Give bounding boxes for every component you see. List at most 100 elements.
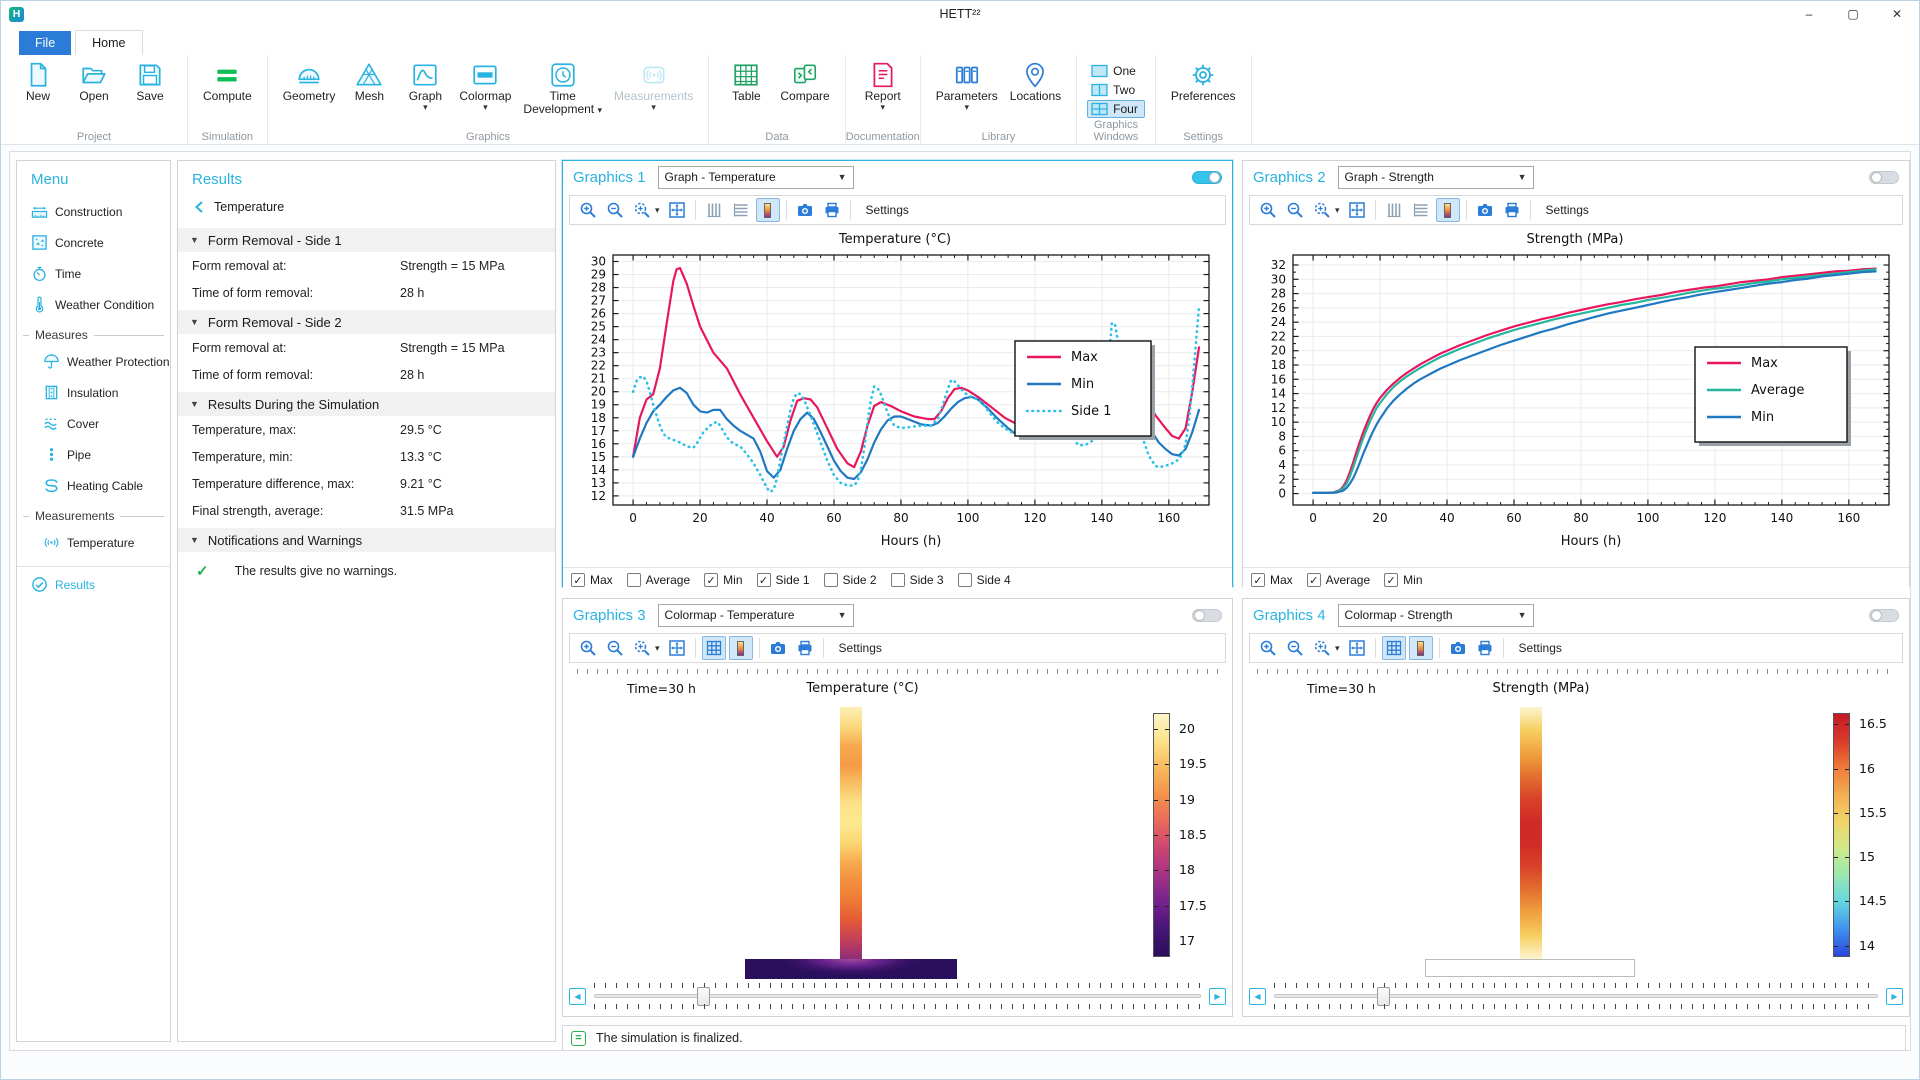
checkbox-average[interactable]: ✓ <box>1306 573 1321 587</box>
panel-toggle[interactable] <box>1869 608 1899 622</box>
sidebar-item-temperature[interactable]: Temperature <box>17 527 170 558</box>
ribbon-item-parameters[interactable]: Parameters ▾ <box>931 60 1003 112</box>
settings-button[interactable]: Settings <box>830 641 886 668</box>
colorbar-icon[interactable] <box>1408 636 1433 660</box>
ribbon-item-two[interactable]: Two <box>1087 81 1145 99</box>
horizontal-gridlines-icon[interactable] <box>729 198 753 222</box>
printer-icon[interactable] <box>820 198 844 222</box>
view-select[interactable]: Graph - Temperature ▼ <box>657 165 854 189</box>
results-back-link[interactable]: Temperature <box>178 196 555 224</box>
sidebar-item-heating-cable[interactable]: Heating Cable <box>17 470 170 501</box>
zoom-region-icon[interactable] <box>630 636 654 660</box>
checkbox-max[interactable]: ✓ <box>1251 573 1265 587</box>
vertical-gridlines-icon[interactable] <box>1382 198 1406 222</box>
settings-button[interactable]: Settings <box>857 203 913 230</box>
fit-view-icon[interactable] <box>665 198 689 222</box>
ribbon-item-compare[interactable]: Compare <box>775 60 834 104</box>
zoom-out-icon[interactable] <box>1283 198 1307 222</box>
ribbon-item-report[interactable]: Report ▾ <box>856 60 910 112</box>
checkbox-side-1[interactable]: ✓ <box>756 573 771 587</box>
chart-strength-mpa[interactable]: Strength (MPa)0 20 40 60 80 100 120 140 16002468… <box>1247 229 1903 559</box>
fit-view-icon[interactable] <box>1345 636 1369 660</box>
zoom-in-icon[interactable] <box>576 198 600 222</box>
sidebar-item-insulation[interactable]: Insulation <box>17 377 170 408</box>
results-section-form-removal-side-2[interactable]: ▼ Form Removal - Side 2 <box>178 310 555 334</box>
graphics-canvas[interactable]: Temperature (°C) 0 20 40 60 80 100 120 140 160 12 1… <box>563 229 1232 565</box>
step-forward-button[interactable]: ▶ <box>1886 987 1903 1005</box>
zoom-in-icon[interactable] <box>1256 198 1280 222</box>
sidebar-item-pipe[interactable]: Pipe <box>17 439 170 470</box>
zoom-region-icon[interactable] <box>630 198 654 222</box>
view-select[interactable]: Colormap - Temperature ▼ <box>657 603 854 627</box>
ribbon-item-table[interactable]: Table <box>719 60 773 104</box>
camera-icon[interactable] <box>1473 198 1497 222</box>
results-section-results-during-the-simulation[interactable]: ▼ Results During the Simulation <box>178 392 555 416</box>
horizontal-gridlines-icon[interactable] <box>1409 198 1433 222</box>
ribbon-item-geometry[interactable]: Geometry <box>278 60 341 104</box>
printer-icon[interactable] <box>1473 636 1497 660</box>
ribbon-item-measurements[interactable]: Measurements ▾ <box>609 60 698 112</box>
graphics-canvas[interactable]: Time=30 h Strength (MPa) 16.5 16 15.5 15 14.5 1… <box>1243 667 1909 980</box>
ribbon-item-compute[interactable]: Compute <box>198 60 257 104</box>
printer-icon[interactable] <box>1500 198 1524 222</box>
ribbon-item-open[interactable]: Open <box>67 60 121 104</box>
tab-home[interactable]: Home <box>75 30 143 55</box>
view-select[interactable]: Colormap - Strength ▼ <box>1337 603 1534 627</box>
sidebar-item-construction[interactable]: Construction <box>17 196 170 227</box>
checkbox-side-4[interactable] <box>957 573 972 587</box>
minimize-button[interactable]: – <box>1805 7 1813 21</box>
ribbon-item-one[interactable]: One <box>1087 62 1145 80</box>
printer-icon[interactable] <box>793 636 817 660</box>
view-select[interactable]: Graph - Strength ▼ <box>1337 165 1534 189</box>
sidebar-item-weather-condition[interactable]: Weather Condition <box>17 289 170 320</box>
colorbar-icon[interactable] <box>1435 198 1460 222</box>
sidebar-item-cover[interactable]: Cover <box>17 408 170 439</box>
ribbon-item-locations[interactable]: Locations <box>1005 60 1066 104</box>
zoom-region-icon[interactable] <box>1310 636 1334 660</box>
maximize-button[interactable]: ▢ <box>1847 7 1859 21</box>
colorbar-icon[interactable] <box>728 636 753 660</box>
step-back-button[interactable]: ◀ <box>569 987 586 1005</box>
ribbon-item-new[interactable]: New <box>11 60 65 104</box>
results-section-form-removal-side-1[interactable]: ▼ Form Removal - Side 1 <box>178 228 555 252</box>
graphics-canvas[interactable]: Time=30 h Temperature (°C) 20 19.5 19 18.5 18 1… <box>563 667 1232 980</box>
slider-track[interactable] <box>1274 987 1878 1006</box>
panel-toggle[interactable] <box>1192 170 1222 184</box>
panel-toggle[interactable] <box>1192 608 1222 622</box>
sidebar-item-concrete[interactable]: Concrete <box>17 227 170 258</box>
ribbon-item-time-development[interactable]: Time Development ▾ <box>518 60 607 117</box>
ribbon-item-mesh[interactable]: Mesh <box>342 60 396 104</box>
camera-icon[interactable] <box>1446 636 1470 660</box>
ribbon-item-graph[interactable]: Graph ▾ <box>398 60 452 112</box>
step-forward-button[interactable]: ▶ <box>1209 987 1226 1005</box>
tab-file[interactable]: File <box>19 31 72 55</box>
vertical-gridlines-icon[interactable] <box>702 198 726 222</box>
step-back-button[interactable]: ◀ <box>1249 987 1266 1005</box>
zoom-in-icon[interactable] <box>1256 636 1280 660</box>
settings-button[interactable]: Settings <box>1510 641 1566 668</box>
chart-temperature-c[interactable]: Temperature (°C)0 20 40 60 80 100 120 140 160121… <box>567 229 1223 559</box>
settings-button[interactable]: Settings <box>1537 203 1593 230</box>
ribbon-item-save[interactable]: Save <box>123 60 177 104</box>
checkbox-average[interactable] <box>626 573 641 587</box>
zoom-in-icon[interactable] <box>576 636 600 660</box>
fit-view-icon[interactable] <box>665 636 689 660</box>
fit-view-icon[interactable] <box>1345 198 1369 222</box>
panel-toggle[interactable] <box>1869 170 1899 184</box>
sidebar-item-weather-protection[interactable]: Weather Protection <box>17 346 170 377</box>
grid-icon[interactable] <box>1381 636 1406 660</box>
camera-icon[interactable] <box>793 198 817 222</box>
checkbox-side-3[interactable] <box>890 573 905 587</box>
camera-icon[interactable] <box>766 636 790 660</box>
zoom-out-icon[interactable] <box>603 636 627 660</box>
ribbon-item-colormap[interactable]: Colormap ▾ <box>454 60 516 112</box>
checkbox-min[interactable]: ✓ <box>1384 573 1399 587</box>
close-button[interactable]: ✕ <box>1891 7 1903 21</box>
slider-track[interactable] <box>594 987 1201 1006</box>
graphics-canvas[interactable]: Strength (MPa) 0 20 40 60 80 100 120 140 160 0 2 4 6 8… <box>1243 229 1909 565</box>
ribbon-item-four[interactable]: Four <box>1087 100 1145 118</box>
zoom-out-icon[interactable] <box>603 198 627 222</box>
grid-icon[interactable] <box>701 636 726 660</box>
sidebar-item-results[interactable]: Results <box>17 569 170 600</box>
checkbox-max[interactable]: ✓ <box>571 573 585 587</box>
